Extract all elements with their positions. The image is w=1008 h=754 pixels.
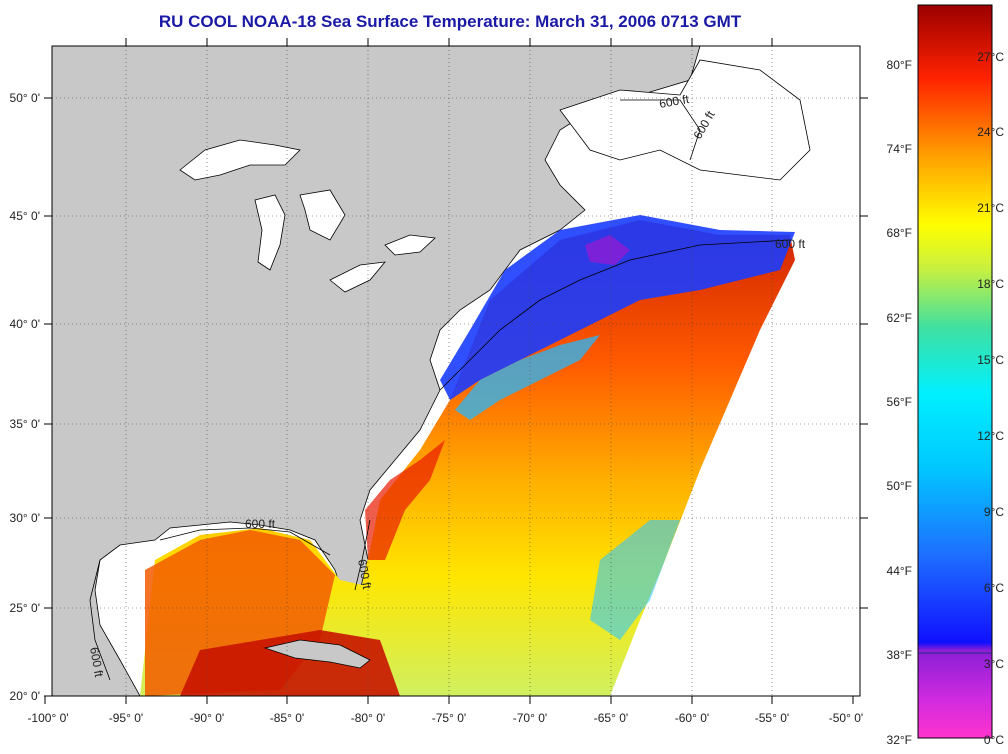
lat-label: 20° 0' — [10, 689, 40, 703]
colorbar-c-label: 27°C — [977, 50, 1004, 64]
colorbar-c-label: 6°C — [984, 581, 1004, 595]
colorbar-f-label: 50°F — [887, 479, 912, 493]
sst-swath-purple — [585, 235, 630, 265]
colorbar-f-label: 32°F — [887, 733, 912, 747]
cool-patch-east — [590, 520, 680, 640]
lake-huron — [299, 189, 346, 241]
lat-label: 50° 0' — [10, 91, 40, 105]
land-mass — [52, 46, 701, 696]
colorbar-c-label: 24°C — [977, 125, 1004, 139]
colorbar: 80°F 74°F 68°F 62°F 56°F 50°F 44°F 38°F … — [887, 4, 1004, 747]
colorbar-c-label: 0°C — [984, 733, 1004, 747]
bathymetry-contour — [159, 527, 331, 556]
colorbar-c-label: 9°C — [984, 505, 1004, 519]
lon-label: -95° 0' — [109, 711, 143, 725]
colorbar-f-label: 74°F — [887, 142, 912, 156]
lon-label: -90° 0' — [190, 711, 224, 725]
lake-superior — [179, 139, 301, 181]
colorbar-c-label: 18°C — [977, 277, 1004, 291]
sst-caribbean — [180, 630, 400, 696]
lon-label: -65° 0' — [594, 711, 628, 725]
lon-label: -100° 0' — [27, 711, 68, 725]
lake-michigan — [254, 194, 286, 271]
colorbar-f-label: 38°F — [887, 648, 912, 662]
map-frame — [51, 45, 861, 697]
lat-label: 35° 0' — [10, 417, 40, 431]
sst-swath-slope — [455, 335, 600, 420]
graticule — [52, 46, 860, 696]
bathymetry-contour — [89, 559, 111, 681]
lon-label: -70° 0' — [513, 711, 547, 725]
colorbar-f-label: 80°F — [887, 58, 912, 72]
sst-swath-cold-shelf — [440, 215, 795, 400]
colorbar-f-label: 44°F — [887, 564, 912, 578]
colorbar-f-label: 62°F — [887, 311, 912, 325]
contour-label: 600 ft — [87, 646, 106, 679]
sst-gulf-stream — [365, 440, 445, 560]
colorbar-c-label: 12°C — [977, 429, 1004, 443]
colorbar-f-label: 56°F — [887, 395, 912, 409]
bathymetry-contour — [354, 519, 371, 591]
colorbar-c-label: 3°C — [984, 657, 1004, 671]
lon-label: -55° 0' — [755, 711, 789, 725]
map-title: RU COOL NOAA-18 Sea Surface Temperature:… — [158, 12, 742, 31]
maritimes-land — [559, 59, 811, 181]
colorbar-c-label: 21°C — [977, 201, 1004, 215]
colorbar-scale — [917, 4, 993, 739]
lon-label: -80° 0' — [351, 711, 385, 725]
contour-label: 600 ft — [775, 237, 806, 251]
contour-label: 600 ft — [658, 92, 691, 111]
lon-label: -50° 0' — [829, 711, 863, 725]
axis-ticks — [44, 38, 868, 704]
bathymetry-contour — [620, 99, 701, 161]
lat-label: 40° 0' — [10, 317, 40, 331]
map-area: 600 ft 600 ft 600 ft 600 ft 600 ft 600 f… — [52, 46, 860, 696]
lon-label: -60° 0' — [675, 711, 709, 725]
lon-label: -75° 0' — [432, 711, 466, 725]
colorbar-f-label: 68°F — [887, 226, 912, 240]
cuba-land — [263, 639, 371, 669]
lake-ontario — [384, 234, 436, 256]
lat-label: 45° 0' — [10, 209, 40, 223]
bathymetry-contour — [439, 239, 791, 391]
lon-label: -85° 0' — [270, 711, 304, 725]
lat-label: 30° 0' — [10, 511, 40, 525]
contour-label: 600 ft — [355, 558, 374, 591]
colorbar-c-label: 15°C — [977, 353, 1004, 367]
contour-label: 600 ft — [245, 517, 276, 531]
lat-label: 25° 0' — [10, 601, 40, 615]
lake-erie — [329, 261, 386, 293]
